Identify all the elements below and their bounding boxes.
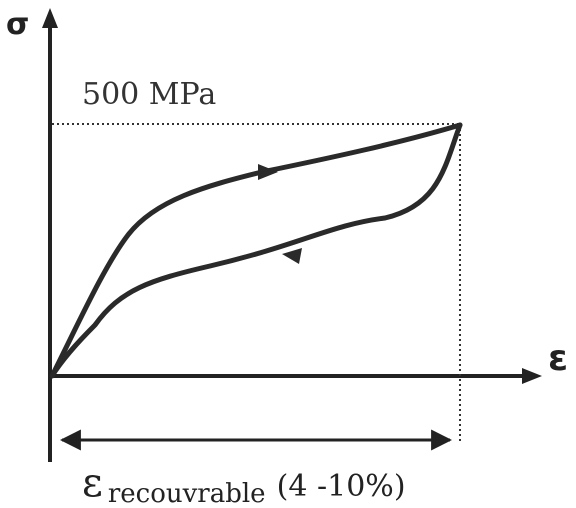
y-axis-arrowhead	[42, 8, 58, 28]
recoverable-strain-symbol: ε	[82, 460, 103, 506]
unloading-direction-arrow	[282, 248, 302, 264]
unloading-curve	[49, 122, 463, 379]
x-axis-label: ε	[548, 338, 568, 379]
loading-curve	[49, 122, 463, 379]
y-axis-label: σ	[6, 7, 29, 42]
x-axis-arrowhead	[522, 368, 542, 384]
stress-level-label: 500 MPa	[82, 77, 216, 112]
recoverable-strain-range: (4 -10%)	[277, 469, 406, 504]
loading-direction-arrow	[258, 164, 278, 180]
recoverable-strain-subscript: recouvrable	[108, 479, 266, 508]
recoverable-strain-label: ε recouvrable (4 -10%)	[82, 460, 406, 508]
